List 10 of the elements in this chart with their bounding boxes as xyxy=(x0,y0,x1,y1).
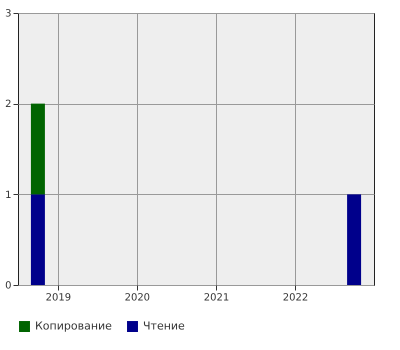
x-tick-label: 2021 xyxy=(204,292,230,304)
legend-label: Копирование xyxy=(35,320,112,333)
y-tick-label: 1 xyxy=(5,190,12,201)
x-tick-label: 2019 xyxy=(46,292,72,304)
y-tick-label: 0 xyxy=(5,280,12,292)
legend-label: Чтение xyxy=(143,320,186,333)
x-tick-label: 2020 xyxy=(124,292,150,304)
y-tick-label: 3 xyxy=(5,8,12,20)
x-tick-label: 2022 xyxy=(282,292,308,304)
y-tick-label: 2 xyxy=(5,99,12,110)
